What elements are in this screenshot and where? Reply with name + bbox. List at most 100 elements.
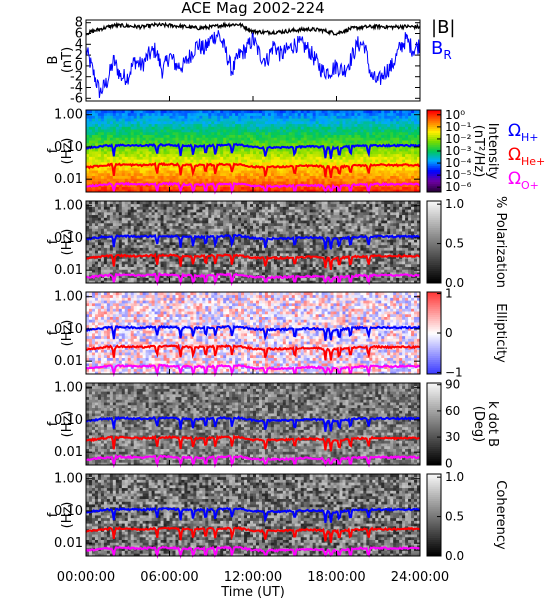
legend-omega-sub: O+ xyxy=(521,179,539,192)
freq-tick-label: 0.01 xyxy=(54,445,83,460)
b-field-ylabel-line1: B xyxy=(46,56,61,65)
spectrogram-panels: f (Hz)1.000.100.0110⁰10⁻¹10⁻²10⁻³10⁻⁴10⁻⁵… xyxy=(46,108,545,563)
freq-axis-label-line2: (Hz) xyxy=(60,229,75,256)
colorbar-tick-label: 10⁻³ xyxy=(445,144,472,158)
colorbar-tick-label: 1.0 xyxy=(445,197,464,211)
colorbar-tick-label: 10⁻⁴ xyxy=(445,156,472,170)
spectrogram-cells-polarization xyxy=(86,201,421,284)
gyrofreq-line xyxy=(85,545,421,559)
freq-tick-label: 0.10 xyxy=(54,322,83,337)
colorbar-polarization: 1.0 0.5 0.0 % Polarization xyxy=(426,196,508,290)
colorbar-tick-label: 1.0 xyxy=(445,470,464,484)
colorbar-tick-label: 90 xyxy=(445,378,460,392)
x-tick-label-1: 06:00:00 xyxy=(140,570,198,585)
freq-axis-label-line1: f xyxy=(46,239,61,244)
panel-coherency: f (Hz) 1.00 0.10 0.01 1.0 0.5 0.0 Coherency xyxy=(46,470,508,563)
gyrofreq-line xyxy=(85,415,421,432)
b-field-ytick-label: -2 xyxy=(70,70,83,85)
gyrofreq-line xyxy=(85,142,421,159)
legend-omega-symbol: Ω xyxy=(508,121,521,141)
colorbar-tick-label: 60 xyxy=(445,404,460,418)
x-tick-label-3: 18:00:00 xyxy=(307,570,365,585)
colorbar-tick-label: 10⁻¹ xyxy=(445,120,472,134)
gyrofreq-line xyxy=(85,526,421,543)
colorbar-label: Intensity xyxy=(485,123,500,180)
gyrofreq-line xyxy=(85,324,421,342)
legend-omega-symbol: Ω xyxy=(508,145,521,165)
freq-axis-label: f (Hz) xyxy=(46,229,75,256)
freq-axis-label-line2: (Hz) xyxy=(60,411,75,438)
legend-omega-O+: ΩO+ xyxy=(508,169,539,192)
gyrofreq-legend: ΩH+ΩHe+ΩO+ xyxy=(508,121,545,192)
gyrofreq-line xyxy=(85,161,421,178)
x-tick-label-2: 12:00:00 xyxy=(224,570,282,585)
freq-tick-label: 0.10 xyxy=(54,231,83,246)
colorbar-label-line2: (Deg) xyxy=(471,406,486,442)
panel-kdotb: f (Hz) 1.00 0.10 0.01 90 60 30 0 k dot B(Deg) xyxy=(46,378,500,471)
freq-axis-label-line1: f xyxy=(46,512,61,517)
colorbar-label-line2: (nT²/Hz) xyxy=(471,125,486,178)
freq-axis-label-line1: f xyxy=(46,421,61,426)
gyrofreq-line xyxy=(86,453,421,469)
colorbar-tick-label: 10⁻⁶ xyxy=(445,180,472,194)
panel-ellipticity: f (Hz) 1.00 0.10 0.01 1 0 −1 Ellipticity xyxy=(46,287,508,380)
gyrofreq-line xyxy=(85,233,421,250)
freq-axis-label-line2: (Hz) xyxy=(60,502,75,529)
freq-tick-label: 1.00 xyxy=(54,108,83,123)
gyrofreq-line xyxy=(85,181,421,195)
freq-tick-label: 1.00 xyxy=(54,472,83,487)
colorbar-tick-label: 10⁻² xyxy=(445,132,472,146)
freq-axis-label-line1: f xyxy=(46,330,61,335)
legend-br: BR xyxy=(431,38,452,62)
freq-tick-label: 1.00 xyxy=(54,381,83,396)
b-field-ytick-label: 8 xyxy=(75,16,83,31)
panel-intensity: f (Hz) 1.00 0.10 0.01 10⁰10⁻¹10⁻²10⁻³10⁻⁴10⁻⁵… xyxy=(46,108,545,195)
freq-tick-label: 0.01 xyxy=(54,172,83,187)
colorbar-ellipticity: 1 0 −1 Ellipticity xyxy=(426,287,508,379)
freq-axis-label-line2: (Hz) xyxy=(60,320,75,347)
colorbar-tick-label: −1 xyxy=(445,365,463,379)
panel-polarization: f (Hz) 1.00 0.10 0.01 1.0 0.5 0.0 % Polarization xyxy=(46,196,508,290)
legend-babs: |B| xyxy=(431,17,455,38)
gyrofreq-line xyxy=(85,343,421,361)
b-field-ytick-label: 6 xyxy=(75,27,83,42)
legend-omega-He+: ΩHe+ xyxy=(508,145,545,168)
b-field-ytick-label: -6 xyxy=(70,91,83,106)
b-field-ytick-label: 0 xyxy=(75,59,83,74)
colorbar-label: k dot B xyxy=(485,401,500,447)
x-axis-label: Time (UT) xyxy=(220,585,285,600)
gyrofreq-line xyxy=(85,272,421,287)
x-tick-label-4: 24:00:00 xyxy=(391,570,449,585)
legend-omega-H+: ΩH+ xyxy=(508,121,539,144)
b-field-ylabel-line2: (nT) xyxy=(60,47,75,73)
gyrofreq-line xyxy=(85,434,421,452)
freq-axis-label-line2: (Hz) xyxy=(60,138,75,165)
colorbar-tick-label: 30 xyxy=(445,430,460,444)
b-field-ytick-label: 4 xyxy=(75,37,83,52)
series-line-babs xyxy=(85,21,421,37)
freq-tick-label: 0.01 xyxy=(54,263,83,278)
colorbar-frame xyxy=(426,473,442,557)
legend-omega-symbol: Ω xyxy=(508,169,521,189)
colorbar-label: Ellipticity xyxy=(493,303,508,363)
colorbar-tick-label: 1 xyxy=(445,287,453,301)
legend-br-label: B xyxy=(431,38,443,59)
colorbar-tick-label: 10⁰ xyxy=(445,108,465,122)
colorbar-label: Coherency xyxy=(493,480,508,550)
colorbar-tick-label: 0.0 xyxy=(445,549,464,563)
colorbar-tick-label: 0.0 xyxy=(445,276,464,290)
colorbar-tick-label: 0.5 xyxy=(445,237,464,251)
gyrofreq-line xyxy=(85,363,421,378)
b-field-frame xyxy=(85,19,421,102)
colorbar-label: % Polarization xyxy=(493,196,508,288)
freq-axis-label: f (Hz) xyxy=(46,138,75,165)
colorbar-kdotb: 90 60 30 0 k dot B(Deg) xyxy=(426,378,500,470)
b-field-series xyxy=(85,21,421,98)
spectrogram-cells-kdotb xyxy=(86,383,421,466)
freq-tick-label: 0.01 xyxy=(54,354,83,369)
colorbar-tick-label: 0 xyxy=(445,456,453,470)
freq-tick-label: 0.10 xyxy=(54,504,83,519)
